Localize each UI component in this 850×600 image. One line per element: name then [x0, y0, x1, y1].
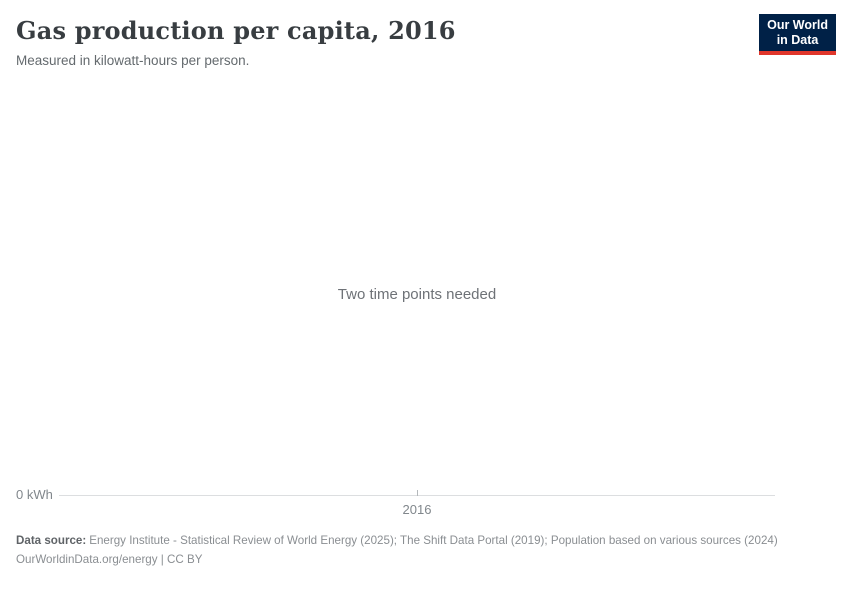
- data-source-line[interactable]: Data source: Energy Institute - Statistic…: [16, 532, 834, 549]
- attribution-link[interactable]: OurWorldinData.org/energy | CC BY: [16, 553, 203, 566]
- chart-footer: Data source: Energy Institute - Statistic…: [16, 532, 834, 568]
- data-source-text[interactable]: Energy Institute - Statistical Review of…: [89, 534, 778, 547]
- owid-logo[interactable]: Our World in Data: [759, 14, 836, 55]
- x-axis-tick: [417, 490, 418, 496]
- x-axis-tick-label: 2016: [402, 502, 432, 517]
- owid-logo-line1: Our World: [767, 18, 828, 32]
- owid-logo-line2: in Data: [776, 33, 819, 47]
- page-subtitle: Measured in kilowatt-hours per person.: [16, 53, 250, 68]
- y-axis-zero-label: 0 kWh: [16, 487, 53, 502]
- page-title: Gas production per capita, 2016: [16, 16, 456, 45]
- data-source-label[interactable]: Data source:: [16, 534, 87, 547]
- empty-chart-message: Two time points needed: [337, 286, 497, 303]
